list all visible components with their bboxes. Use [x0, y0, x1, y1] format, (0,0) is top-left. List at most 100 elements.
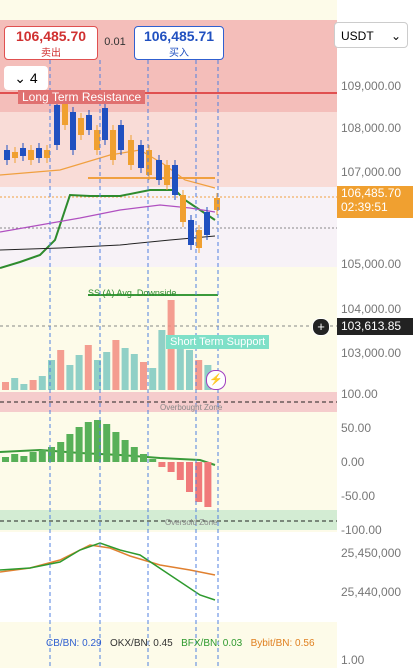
candle: [94, 130, 100, 150]
label-oversold: Oversold Zone: [165, 518, 218, 527]
volume-bar: [176, 335, 184, 390]
axis-label: 50.00: [341, 421, 372, 435]
volume-bar: [2, 382, 9, 390]
momentum-bar: [84, 422, 92, 462]
momentum-bar: [48, 447, 55, 462]
momentum-bar: [20, 456, 28, 462]
candle: [118, 125, 124, 150]
trend-line: [0, 189, 216, 269]
candle: [128, 140, 134, 165]
volume-bar: [29, 380, 37, 390]
volume-bar: [195, 360, 203, 390]
momentum-bar: [94, 420, 101, 462]
cursor-price-tag: 103,613.85: [337, 318, 413, 335]
candle: [28, 150, 34, 160]
currency: USDT: [341, 29, 374, 43]
axis-label: 100.00: [341, 387, 378, 401]
momentum-bar: [130, 447, 138, 462]
axis-label: 108,000.00: [341, 121, 402, 135]
axis-label: 1.00: [341, 653, 365, 667]
volume-bar: [66, 365, 74, 390]
sell-label: 卖出: [41, 48, 61, 59]
volume-bar: [94, 360, 101, 390]
momentum-bar: [38, 450, 46, 462]
candle: [4, 150, 10, 160]
ma-zone: [0, 187, 337, 267]
axis-label: 0.00: [341, 455, 365, 469]
momentum-bar: [140, 454, 147, 462]
buy-button[interactable]: 106,485.71 买入: [134, 26, 224, 60]
volume-bar: [103, 352, 111, 390]
axis-label: 25,440,000: [341, 585, 402, 599]
volume-bar: [186, 350, 193, 390]
momentum-bar: [121, 440, 129, 462]
momentum-bar: [66, 434, 74, 462]
volume-bar: [11, 378, 19, 390]
momentum-bar: [57, 442, 65, 462]
candle: [196, 230, 202, 248]
candle: [62, 100, 68, 125]
momentum-bar: [204, 462, 212, 507]
momentum-bar: [195, 462, 203, 502]
axis-label: 25,450,000: [341, 546, 402, 560]
ratio: Bybit/BN: 0.56: [250, 638, 315, 649]
exchange-ratios: CB/BN: 0.29 OKX/BN: 0.45 BFX/BN: 0.03 By…: [46, 638, 315, 649]
momentum-bar: [29, 452, 37, 462]
axis-label: 104,000.00: [341, 302, 402, 316]
label-support: Short Term Support: [166, 335, 270, 349]
label-resistance: Long Term Resistance: [18, 90, 146, 104]
ratio: CB/BN: 0.29: [46, 638, 102, 649]
candle: [44, 150, 50, 158]
current-price-tag: 106,485.70 02:39:51: [337, 186, 413, 218]
axis-label: 107,000.00: [341, 165, 402, 179]
label-downside: SS (A) Avg. Downside: [88, 288, 177, 298]
momentum-bar: [11, 454, 19, 462]
candle: [204, 212, 210, 235]
current-price: 106,485.70: [341, 186, 402, 200]
candle: [214, 198, 220, 210]
alert-icon[interactable]: ⚡: [206, 370, 226, 390]
volume-bar: [149, 368, 157, 390]
ma-long: [0, 235, 216, 251]
candle: [20, 148, 26, 156]
volume-bar: [121, 348, 129, 390]
sell-button[interactable]: 106,485.70 卖出: [4, 26, 98, 60]
candle: [70, 112, 76, 150]
interval-count: 4: [29, 70, 38, 86]
axis-label: -100.00: [341, 523, 382, 537]
collapse-button[interactable]: ⌄ 4: [4, 66, 48, 90]
momentum-bar: [149, 459, 157, 462]
volume-panel-bg: [0, 532, 337, 622]
volume-bar: [20, 384, 28, 390]
momentum-bar: [158, 462, 166, 467]
ma-line: [0, 204, 216, 233]
momentum-bar: [112, 432, 120, 462]
session-lines: [49, 60, 219, 668]
momentum-bar: [176, 462, 184, 480]
momentum-bar: [103, 424, 111, 462]
volume-bar: [48, 360, 55, 390]
candle: [36, 148, 42, 158]
vol-line: [0, 542, 216, 601]
candle: [188, 220, 194, 245]
axis-label: 109,000.00: [341, 79, 402, 93]
buy-price: 106,485.71: [143, 28, 215, 44]
candle: [110, 130, 116, 160]
axis-label: -50.00: [341, 489, 376, 503]
candle: [180, 195, 186, 222]
candle: [12, 152, 18, 158]
candle: [86, 115, 92, 130]
currency-select[interactable]: USDT ⌄: [334, 22, 408, 48]
candle: [172, 165, 178, 195]
momentum-bar: [167, 462, 175, 472]
momentum-bar: [75, 427, 83, 462]
add-button[interactable]: +: [312, 318, 330, 336]
oversold-zone: [0, 510, 337, 530]
axis-label: 105,000.00: [341, 257, 402, 271]
quantity: 0.01: [104, 36, 126, 48]
candle: [138, 145, 144, 168]
label-overbought: Overbought Zone: [160, 403, 223, 412]
candle: [102, 108, 108, 140]
